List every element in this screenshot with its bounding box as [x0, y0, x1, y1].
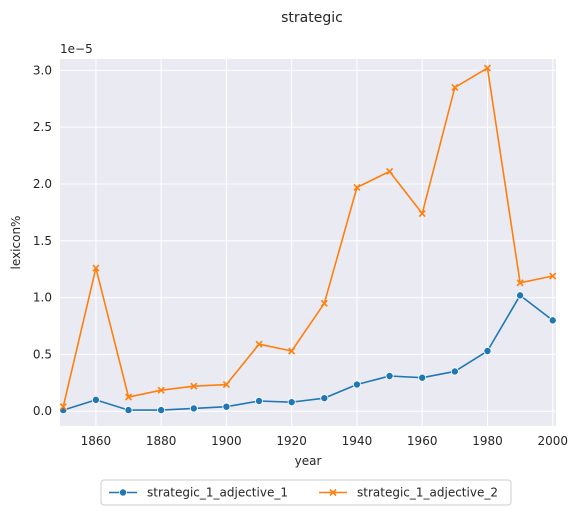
data-point: [222, 380, 230, 389]
y-tick-label: 3.0: [33, 63, 52, 77]
data-point: [483, 347, 492, 356]
plot-area: [60, 59, 556, 426]
data-point: [385, 372, 394, 381]
y-axis-ticks: 0.0 0.5 1.0 1.5 2.0 2.5 3.0: [33, 63, 52, 418]
y-tick-label: 0.0: [33, 404, 52, 418]
data-point: [190, 382, 198, 390]
data-point: [516, 279, 524, 287]
y-tick-label: 2.5: [33, 120, 52, 134]
legend-label: strategic_1_adjective_2: [357, 486, 498, 500]
x-tick-label: 1920: [276, 434, 307, 448]
data-point: [288, 347, 296, 355]
x-tick-label: 1880: [146, 434, 177, 448]
chart-title: strategic: [281, 10, 343, 26]
x-tick-label: 1860: [81, 434, 112, 448]
data-point: [386, 167, 394, 176]
data-point: [483, 64, 492, 72]
data-point: [352, 380, 361, 389]
y-axis-scale-label: 1e−5: [60, 42, 93, 56]
data-point: [189, 404, 198, 413]
grid-lines: [60, 59, 556, 426]
data-point: [418, 373, 427, 382]
legend-label: strategic_1_adjective_1: [147, 486, 288, 500]
legend-marker: [119, 488, 128, 497]
data-point: [418, 209, 426, 218]
series-line-2: [62, 67, 553, 407]
x-axis-ticks: 1860 1880 1900 1920 1940 1960 1980 2000: [81, 434, 568, 448]
data-point: [157, 406, 166, 415]
y-tick-label: 2.0: [33, 177, 52, 191]
data-point: [222, 402, 231, 411]
data-point: [124, 406, 133, 415]
data-point: [320, 394, 329, 403]
series-line-1: [63, 294, 554, 411]
data-point: [255, 340, 263, 348]
data-point: [59, 403, 67, 411]
y-tick-label: 1.0: [33, 291, 52, 305]
legend-marker: [329, 488, 337, 497]
y-tick-label: 0.5: [33, 347, 52, 361]
y-tick-label: 1.5: [33, 234, 52, 248]
y-axis-label: lexicon%: [9, 216, 23, 270]
data-point: [353, 183, 361, 191]
x-axis-label: year: [295, 454, 322, 468]
x-tick-label: 1940: [342, 434, 373, 448]
data-point: [157, 386, 165, 394]
legend: strategic_1_adjective_1 strategic_1_adjec…: [100, 479, 512, 506]
data-point: [451, 83, 459, 91]
data-point: [320, 299, 328, 307]
data-point: [548, 316, 557, 325]
data-point: [92, 264, 100, 272]
legend-box: [100, 479, 512, 506]
x-tick-label: 1900: [211, 434, 242, 448]
data-point: [255, 397, 264, 406]
data-point: [124, 393, 133, 401]
x-tick-label: 2000: [537, 434, 568, 448]
x-tick-label: 1960: [407, 434, 438, 448]
data-point: [549, 272, 557, 280]
data-point: [91, 395, 100, 404]
data-point: [516, 291, 525, 300]
x-tick-label: 1980: [472, 434, 503, 448]
data-point: [287, 398, 296, 407]
series-layer: [59, 64, 557, 415]
data-point: [450, 367, 459, 376]
